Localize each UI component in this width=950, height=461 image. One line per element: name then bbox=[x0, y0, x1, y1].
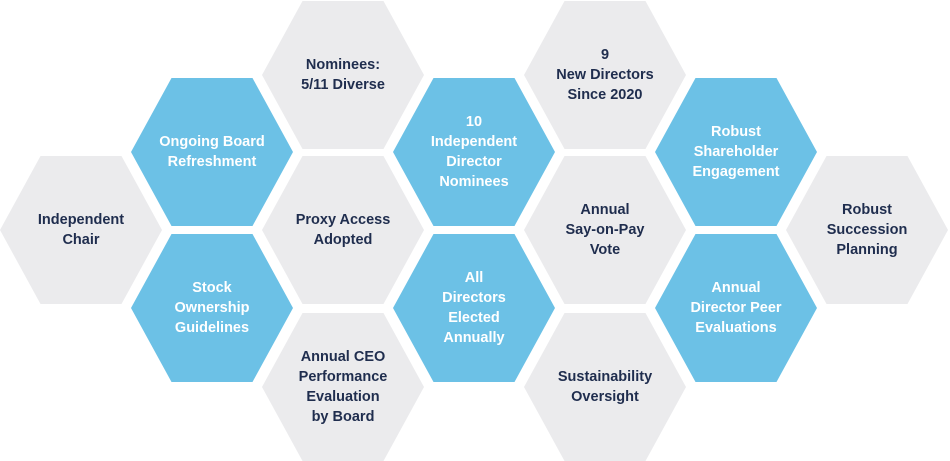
hexagon-annual-ceo-performance-evaluation-by-board: Annual CEO Performance Evaluation by Boa… bbox=[262, 313, 424, 461]
hexagon-independent-chair: Independent Chair bbox=[0, 156, 162, 304]
hexagon-nominees-5-11-diverse: Nominees: 5/11 Diverse bbox=[262, 1, 424, 149]
hexagon-ongoing-board-refreshment: Ongoing Board Refreshment bbox=[131, 78, 293, 226]
hexagon-annual-director-peer-evaluations: Annual Director Peer Evaluations bbox=[655, 234, 817, 382]
hexagon-9-new-directors-since-2020: 9 New Directors Since 2020 bbox=[524, 1, 686, 149]
hexagon-10-independent-director-nominees: 10 Independent Director Nominees bbox=[393, 78, 555, 226]
hexagon-robust-succession-planning: Robust Succession Planning bbox=[786, 156, 948, 304]
hexagon-sustainability-oversight: Sustainability Oversight bbox=[524, 313, 686, 461]
hexagon-proxy-access-adopted: Proxy Access Adopted bbox=[262, 156, 424, 304]
hexagon-robust-shareholder-engagement: Robust Shareholder Engagement bbox=[655, 78, 817, 226]
hexagon-stock-ownership-guidelines: Stock Ownership Guidelines bbox=[131, 234, 293, 382]
hexagon-all-directors-elected-annually: All Directors Elected Annually bbox=[393, 234, 555, 382]
hexagon-annual-say-on-pay-vote: Annual Say-on-Pay Vote bbox=[524, 156, 686, 304]
